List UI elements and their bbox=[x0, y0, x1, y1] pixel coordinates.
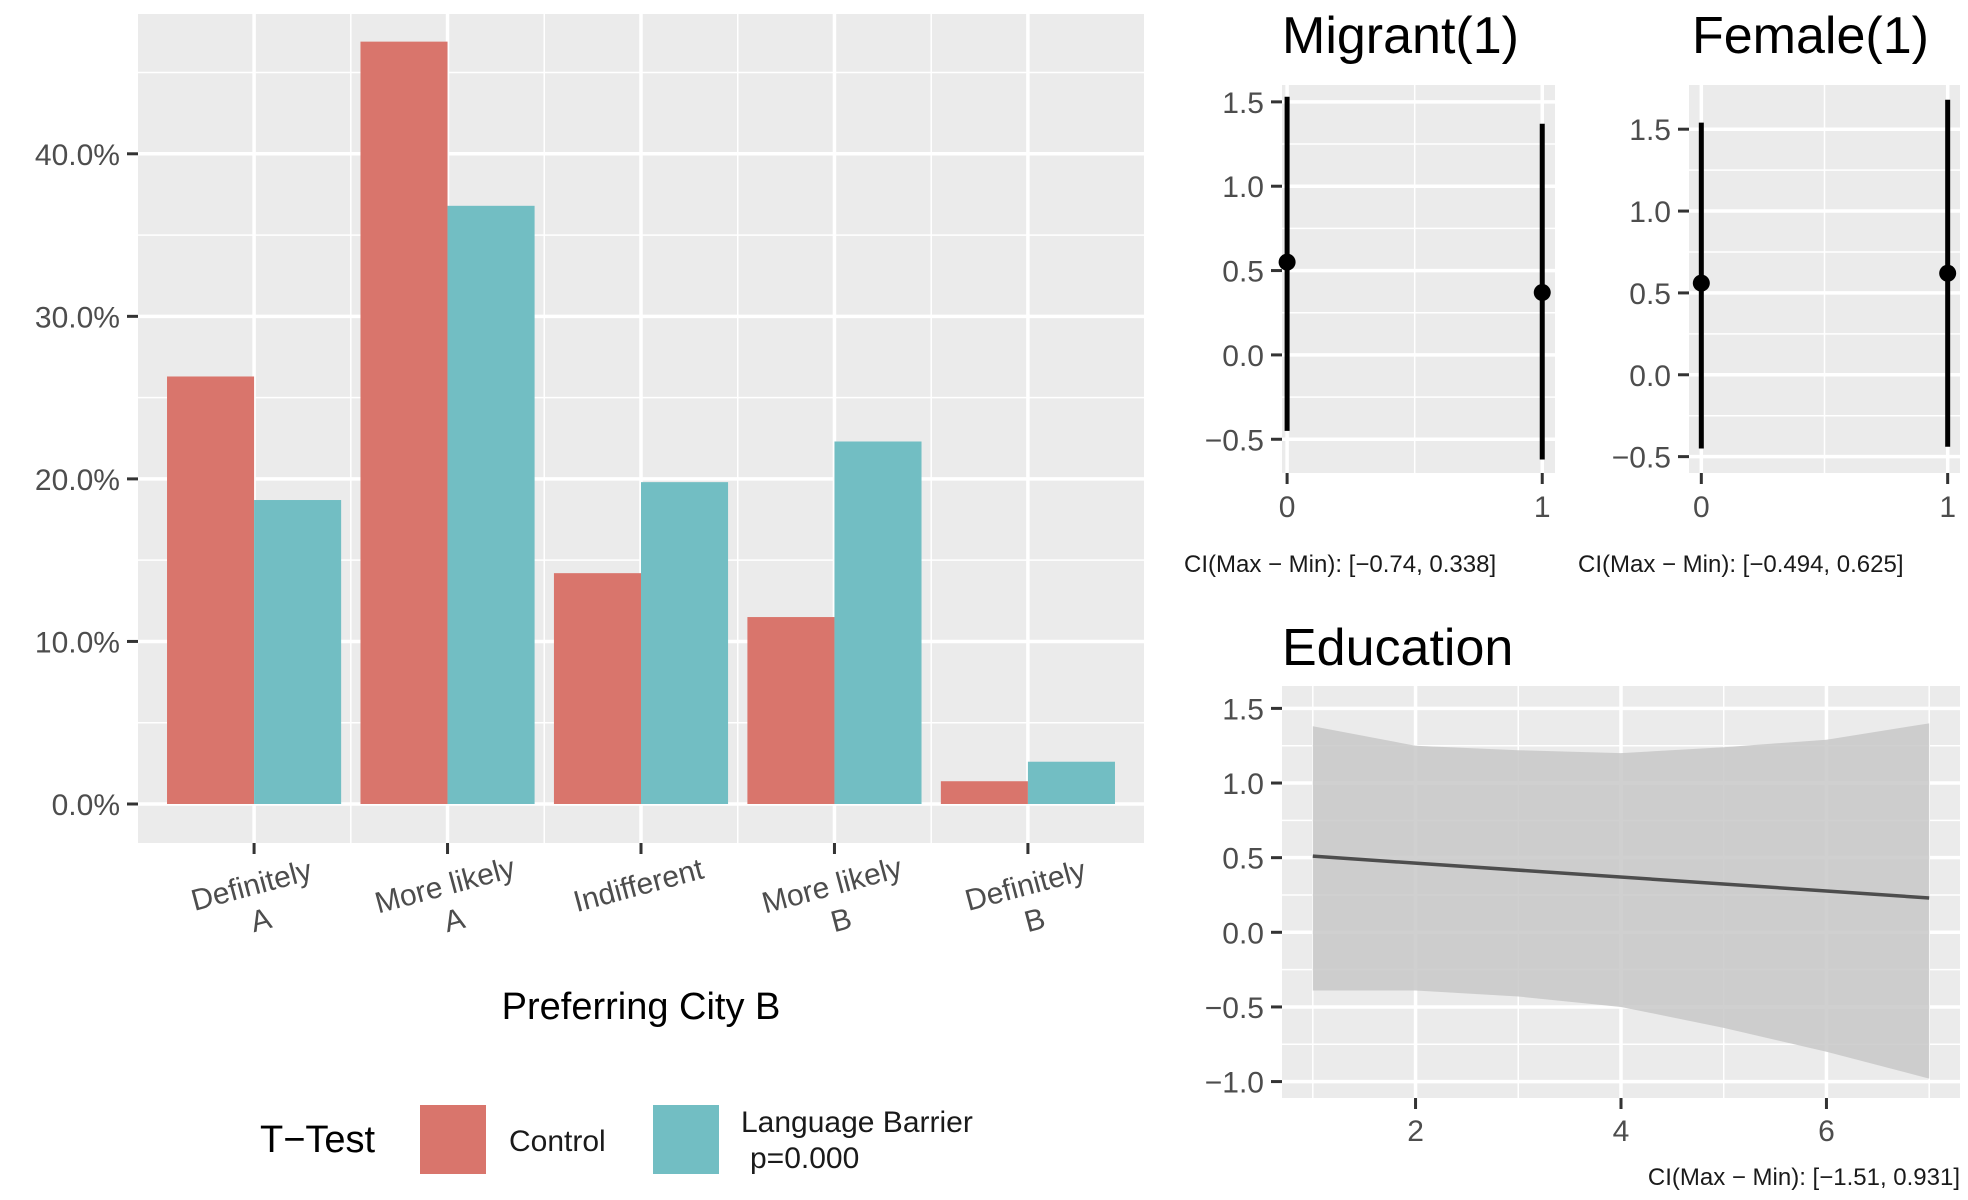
point-estimate bbox=[1278, 253, 1296, 271]
x-tick-label: Indifferent bbox=[570, 853, 708, 919]
x-tick-label: 4 bbox=[1613, 1115, 1630, 1148]
y-tick-label: 1.0 bbox=[1222, 171, 1264, 204]
bar-language-barrier bbox=[254, 500, 342, 804]
bar-control bbox=[747, 617, 835, 804]
x-tick-label: 2 bbox=[1407, 1115, 1424, 1148]
bar-control bbox=[167, 376, 255, 804]
panel-title: Female(1) bbox=[1692, 7, 1929, 65]
y-tick-label: −0.5 bbox=[1205, 424, 1264, 457]
legend-label-control: Control bbox=[509, 1125, 606, 1158]
plot-panel bbox=[1282, 85, 1555, 473]
x-tick-label: More likelyB bbox=[758, 851, 914, 955]
confidence-band bbox=[1312, 723, 1930, 1079]
x-tick-label: 0 bbox=[1693, 491, 1710, 524]
y-tick-label: −1.0 bbox=[1205, 1067, 1264, 1100]
y-tick-label: −0.5 bbox=[1612, 442, 1671, 475]
panel-title: Education bbox=[1282, 619, 1513, 677]
ci-annotation: CI(Max − Min): [−0.74, 0.338] bbox=[1184, 551, 1496, 578]
y-tick-label: 40.0% bbox=[35, 139, 120, 172]
y-tick-label: 0.5 bbox=[1222, 256, 1264, 289]
y-tick-label: 1.0 bbox=[1629, 196, 1671, 229]
y-tick-label: 20.0% bbox=[35, 464, 120, 497]
fitted-line bbox=[1312, 854, 1930, 900]
main-bar-chart: 0.0% 10.0% 20.0% 30.0% 40.0% DefinitelyA More … bbox=[35, 14, 1144, 1028]
ci-annotation: CI(Max − Min): [−1.51, 0.931] bbox=[1648, 1164, 1960, 1191]
ci-annotation: CI(Max − Min): [−0.494, 0.625] bbox=[1578, 551, 1904, 578]
point-estimate bbox=[1533, 283, 1551, 301]
y-tick-label: 0.0% bbox=[52, 789, 120, 822]
bar-control bbox=[360, 41, 448, 804]
panel-title: Migrant(1) bbox=[1282, 7, 1519, 65]
x-tick-label: More likelyA bbox=[372, 851, 528, 955]
migrant-effect-plot: Migrant(1) −0.5 0.0 0.5 1.0 1.5 0 1 CI(Max − Min… bbox=[1184, 7, 1555, 578]
x-tick-label: 1 bbox=[1534, 491, 1551, 524]
y-tick-label: 30.0% bbox=[35, 301, 120, 334]
legend-sublabel-pvalue: p=0.000 bbox=[750, 1142, 859, 1175]
y-tick-label: 1.5 bbox=[1629, 114, 1671, 147]
legend-key-language-barrier bbox=[653, 1105, 719, 1174]
point-estimate bbox=[1939, 264, 1957, 282]
y-tick-label: 1.5 bbox=[1222, 87, 1264, 120]
female-effect-plot: Female(1) −0.5 0.0 0.5 1.0 1.5 0 1 CI(Max − Min)… bbox=[1578, 7, 1960, 578]
x-tick-label: DefinitelyA bbox=[188, 854, 325, 953]
legend-title: T−Test bbox=[260, 1119, 376, 1161]
bar-control bbox=[553, 573, 641, 804]
x-tick-label: DefinitelyB bbox=[962, 854, 1099, 953]
bar-language-barrier bbox=[641, 482, 729, 804]
y-tick-label: 0.5 bbox=[1222, 843, 1264, 876]
y-tick-label: −0.5 bbox=[1205, 992, 1264, 1025]
y-tick-label: 1.5 bbox=[1222, 693, 1264, 726]
y-tick-label: 0.5 bbox=[1629, 278, 1671, 311]
bar-language-barrier bbox=[447, 205, 535, 804]
y-tick-label: 0.0 bbox=[1222, 340, 1264, 373]
y-tick-label: 0.0 bbox=[1222, 917, 1264, 950]
x-axis-title: Preferring City B bbox=[502, 986, 781, 1028]
y-tick-label: 0.0 bbox=[1629, 360, 1671, 393]
bar-control bbox=[940, 781, 1028, 804]
legend-key-control bbox=[420, 1105, 486, 1174]
x-tick-label: 0 bbox=[1279, 491, 1296, 524]
bar-language-barrier bbox=[1027, 761, 1115, 804]
bar-language-barrier bbox=[834, 441, 922, 804]
x-tick-label: 1 bbox=[1939, 491, 1956, 524]
y-tick-label: 1.0 bbox=[1222, 768, 1264, 801]
legend-label-language-barrier: Language Barrier bbox=[741, 1106, 973, 1139]
education-effect-plot: Education −1.0 −0.5 0.0 0.5 1.0 1.5 2 4 6 CI(Max −… bbox=[1205, 619, 1960, 1191]
point-estimate bbox=[1692, 274, 1710, 292]
x-tick-label: 6 bbox=[1818, 1115, 1835, 1148]
y-tick-label: 10.0% bbox=[35, 626, 120, 659]
